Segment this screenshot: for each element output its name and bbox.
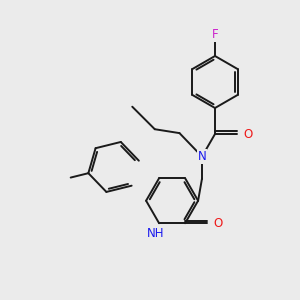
Text: N: N (198, 150, 206, 163)
Text: NH: NH (147, 227, 165, 240)
Text: F: F (212, 28, 218, 41)
Text: O: O (244, 128, 253, 140)
Text: O: O (214, 217, 223, 230)
